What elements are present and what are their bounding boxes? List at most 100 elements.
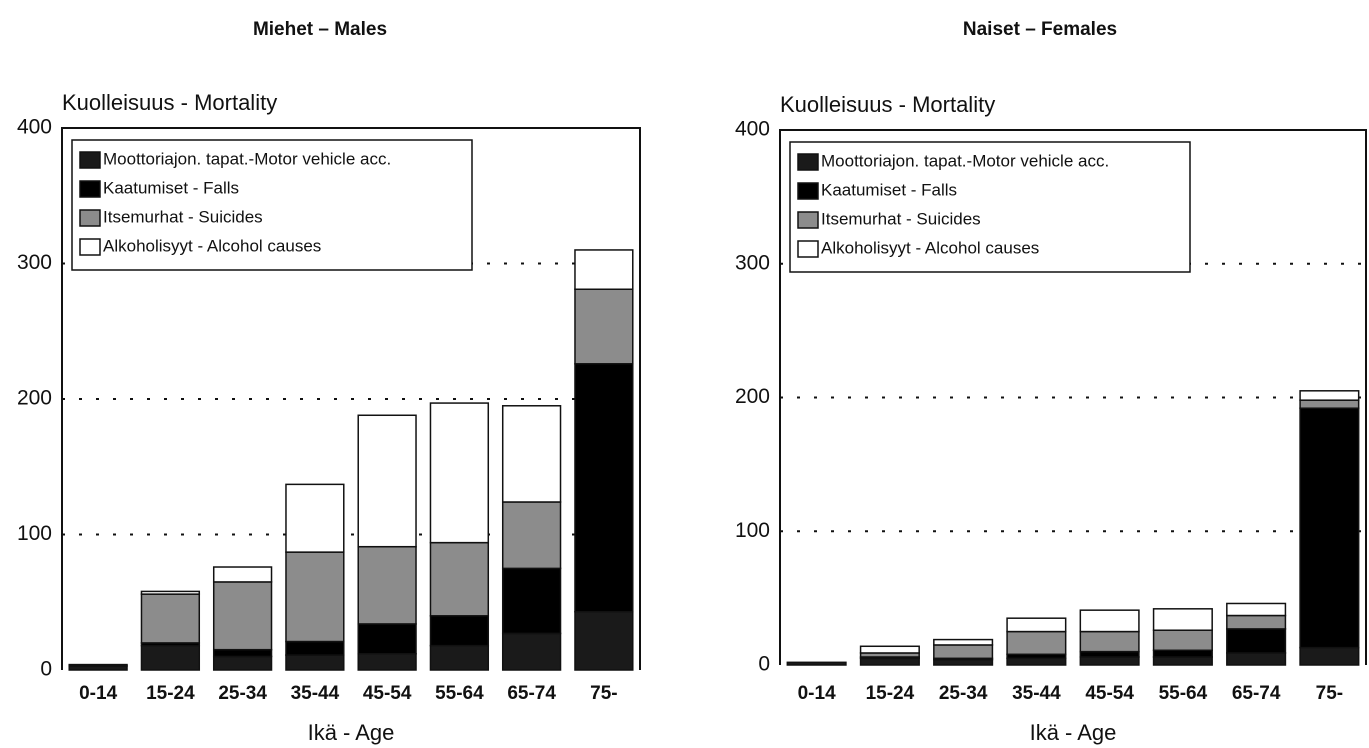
bar-segment	[212, 581, 273, 651]
y-axis-label: Kuolleisuus - Mortality	[780, 92, 995, 117]
bar-segment	[574, 363, 634, 613]
bar-segment	[1226, 614, 1287, 630]
bar-segment	[1079, 630, 1140, 653]
x-tick-label: 75-	[590, 683, 617, 704]
bar-segment	[1152, 608, 1213, 631]
bar-segment	[1226, 652, 1287, 666]
bar-segment	[1006, 617, 1067, 633]
bar-segment	[357, 545, 417, 625]
bar-segment	[501, 501, 562, 570]
x-tick-label: 75-	[1316, 683, 1343, 704]
x-tick-label: 35-44	[1012, 683, 1061, 704]
x-axis-label: Ikä - Age	[1030, 720, 1117, 745]
bar-segment	[357, 652, 417, 671]
bar-segment	[212, 655, 273, 671]
bar-segment	[933, 658, 994, 666]
bar-segment	[1299, 646, 1360, 666]
plot-frame	[779, 129, 1367, 665]
bar-segment	[1006, 630, 1067, 656]
x-tick-label: 65-74	[507, 683, 556, 704]
bar-segment	[357, 414, 417, 548]
x-tick-label: 45-54	[1085, 683, 1134, 704]
x-tick-label: 0-14	[79, 683, 117, 704]
x-tick-label: 55-64	[435, 683, 484, 704]
legend-label: Kaatumiset - Falls	[821, 180, 957, 199]
x-tick-label: 55-64	[1159, 683, 1208, 704]
legend-swatch	[797, 182, 819, 200]
bar-segment	[933, 638, 994, 646]
y-tick-label: 0	[758, 653, 770, 676]
legend-swatch	[797, 153, 819, 171]
bar-segment	[429, 541, 490, 617]
legend-label: Itsemurhat - Suicides	[821, 209, 981, 228]
bar-segment	[285, 483, 345, 553]
legend-swatch	[79, 151, 101, 169]
legend-swatch	[797, 240, 819, 258]
bar-segment	[933, 644, 994, 660]
bar-segment	[859, 657, 920, 666]
y-tick-label: 400	[17, 116, 52, 139]
chart-title: Miehet – Males	[253, 19, 387, 40]
bar-segment	[1299, 399, 1360, 409]
bar-segment	[357, 623, 417, 655]
x-axis-label: Ikä - Age	[308, 720, 395, 745]
legend-swatch	[79, 180, 101, 198]
bar-segment	[1226, 628, 1287, 654]
bar-segment	[574, 610, 634, 671]
bar-segment	[501, 567, 562, 635]
y-tick-label: 400	[735, 118, 770, 141]
bar-segment	[859, 645, 920, 654]
y-tick-label: 100	[17, 522, 52, 545]
legend-label: Alkoholisyyt - Alcohol causes	[821, 238, 1039, 257]
x-tick-label: 65-74	[1232, 683, 1281, 704]
bar-segment	[212, 648, 273, 658]
legend-swatch	[79, 209, 101, 227]
legend-box	[789, 141, 1191, 273]
legend-label: Moottoriajon. tapat.-Motor vehicle acc.	[103, 149, 391, 168]
y-tick-label: 200	[735, 385, 770, 408]
legend-swatch	[797, 211, 819, 229]
bar-segment	[140, 644, 201, 671]
bar-segment	[1152, 649, 1213, 658]
x-tick-label: 15-24	[866, 683, 915, 704]
legend-label: Moottoriajon. tapat.-Motor vehicle acc.	[821, 151, 1109, 170]
plot-frame	[61, 127, 641, 670]
bar-segment	[1152, 656, 1213, 666]
bar-segment	[140, 593, 201, 644]
bar-segment	[285, 654, 345, 671]
bar-segment	[429, 615, 490, 647]
bar-segment	[501, 405, 562, 503]
legend-box	[71, 139, 473, 271]
bar-segment	[140, 590, 201, 595]
bar-segment	[1299, 407, 1360, 649]
bar-segment	[285, 640, 345, 656]
x-tick-label: 35-44	[291, 683, 340, 704]
bar-segment	[429, 644, 490, 671]
y-tick-label: 300	[17, 251, 52, 274]
bar-segment	[1079, 650, 1140, 658]
bar-segment	[786, 661, 847, 666]
y-tick-label: 200	[17, 387, 52, 410]
bar-segment	[1006, 657, 1067, 666]
y-tick-label: 300	[735, 251, 770, 274]
y-tick-label: 0	[40, 658, 52, 681]
bar-segment	[1152, 629, 1213, 652]
y-tick-label: 100	[735, 519, 770, 542]
y-axis-label: Kuolleisuus - Mortality	[62, 90, 277, 115]
bar-segment	[285, 551, 345, 643]
legend-label: Itsemurhat - Suicides	[103, 207, 263, 226]
bar-segment	[68, 663, 128, 667]
x-tick-label: 15-24	[146, 683, 195, 704]
bar-segment	[1079, 609, 1140, 633]
x-tick-label: 45-54	[363, 683, 412, 704]
bar-segment	[429, 402, 490, 544]
chart-title: Naiset – Females	[963, 19, 1117, 40]
legend-label: Alkoholisyyt - Alcohol causes	[103, 236, 321, 255]
bar-segment	[1079, 656, 1140, 666]
bar-segment	[212, 566, 273, 583]
bar-segment	[501, 632, 562, 671]
x-tick-label: 0-14	[798, 683, 836, 704]
bar-segment	[1299, 390, 1360, 401]
legend-swatch	[79, 238, 101, 256]
